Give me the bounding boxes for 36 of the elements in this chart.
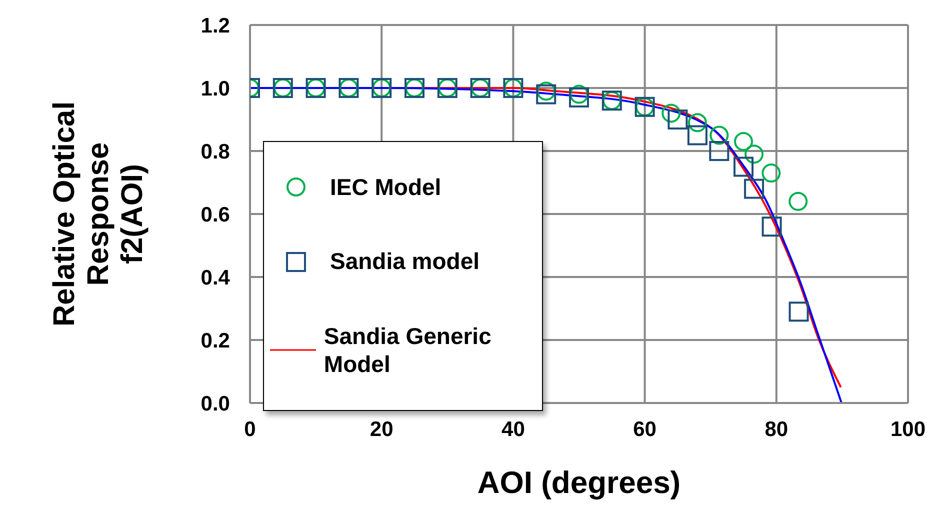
legend-label: IEC Model bbox=[330, 172, 442, 202]
point bbox=[710, 126, 729, 145]
y-tick-label: 0.4 bbox=[200, 266, 230, 290]
point bbox=[734, 132, 753, 152]
y-tick-label: 0.2 bbox=[200, 329, 230, 352]
point bbox=[536, 84, 556, 104]
x-tick-label: 40 bbox=[502, 418, 525, 441]
y-tick-label: 0.6 bbox=[200, 203, 230, 226]
y-tick-label: 0.8 bbox=[200, 140, 230, 164]
legend-label: Sandia Generic Model bbox=[324, 322, 492, 380]
point bbox=[762, 216, 782, 237]
y-tick-label: 1.0 bbox=[200, 77, 230, 100]
point bbox=[687, 125, 708, 146]
point bbox=[709, 141, 730, 161]
point bbox=[788, 302, 809, 322]
point bbox=[688, 113, 707, 132]
y-tick-label: 1.2 bbox=[200, 14, 230, 38]
point bbox=[762, 164, 781, 183]
point bbox=[788, 192, 808, 211]
point bbox=[662, 104, 681, 123]
x-tick-label: 100 bbox=[890, 418, 926, 441]
point bbox=[570, 84, 588, 104]
point bbox=[668, 110, 688, 130]
point bbox=[569, 87, 589, 108]
x-tick-label: 20 bbox=[370, 418, 394, 441]
x-tick-label: 80 bbox=[764, 418, 788, 441]
legend-label: Sandia model bbox=[330, 247, 480, 276]
x-axis-title: AOI (degrees) bbox=[477, 465, 681, 500]
point bbox=[536, 82, 556, 101]
y-tick-label: 0.0 bbox=[200, 392, 230, 416]
point bbox=[744, 144, 764, 164]
x-tick-label: 0 bbox=[244, 418, 256, 441]
x-tick-label: 60 bbox=[633, 418, 656, 441]
point bbox=[744, 178, 764, 199]
y-axis-title: Relative Optical Response f2(AOI) bbox=[48, 101, 149, 327]
point bbox=[734, 156, 754, 177]
